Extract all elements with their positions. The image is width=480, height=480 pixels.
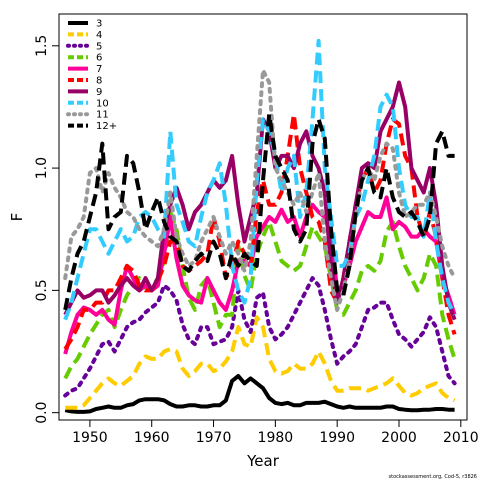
x-tick-label: 2000 [381, 430, 417, 446]
x-tick-label: 1950 [72, 430, 108, 446]
legend-label: 9 [96, 87, 102, 98]
legend-label: 4 [96, 30, 102, 41]
y-axis: 0.0 0.5 1.0 1.5 [34, 35, 59, 424]
x-tick-label: 1990 [319, 430, 355, 446]
x-tick-label: 1980 [258, 430, 294, 446]
legend-label: 8 [96, 76, 102, 87]
y-tick-label: 1.5 [34, 35, 50, 57]
plot-frame [58, 13, 468, 421]
series-line-12plus [63, 112, 455, 311]
x-tick-label: 1970 [196, 430, 232, 446]
legend-label: 10 [96, 98, 109, 109]
series-line-4 [65, 315, 456, 410]
x-axis: 1950 1960 1970 1980 1990 2000 2010 [72, 420, 479, 446]
credit-text: stockassessment.org, Cod-5, r3826 [389, 474, 477, 480]
legend-label: 6 [96, 53, 102, 64]
x-tick-label: 2010 [443, 430, 479, 446]
legend-label: 12+ [96, 121, 117, 132]
series-line-10 [63, 38, 457, 321]
y-tick-label: 0.5 [34, 279, 50, 301]
x-tick-label: 1960 [134, 430, 170, 446]
series-line-5 [63, 276, 457, 398]
series-line-3 [64, 374, 455, 414]
y-axis-title: F [8, 213, 26, 222]
series-line-11 [63, 68, 457, 312]
y-tick-label: 0.0 [34, 402, 50, 424]
series-lines [63, 38, 457, 414]
legend-label: 5 [96, 41, 102, 52]
x-axis-title: Year [246, 452, 280, 470]
legend-label: 7 [96, 64, 102, 75]
y-tick-label: 1.0 [34, 157, 50, 179]
legend-label: 11 [96, 110, 109, 121]
legend-label: 3 [96, 19, 102, 30]
